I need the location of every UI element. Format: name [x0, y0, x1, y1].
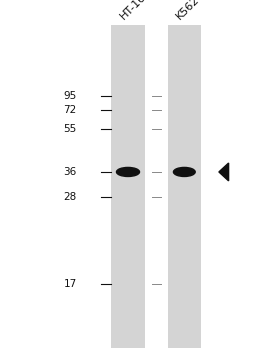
Text: HT-1080: HT-1080: [118, 0, 158, 22]
Text: 72: 72: [63, 105, 77, 115]
Text: 28: 28: [63, 192, 77, 202]
Text: K562: K562: [175, 0, 202, 22]
Text: 55: 55: [63, 123, 77, 134]
Text: 95: 95: [63, 91, 77, 101]
Ellipse shape: [174, 167, 195, 177]
Text: 36: 36: [63, 167, 77, 177]
Polygon shape: [219, 163, 229, 181]
Bar: [168, 25, 201, 348]
Bar: [111, 25, 145, 348]
Ellipse shape: [116, 167, 140, 177]
Text: 17: 17: [63, 279, 77, 289]
